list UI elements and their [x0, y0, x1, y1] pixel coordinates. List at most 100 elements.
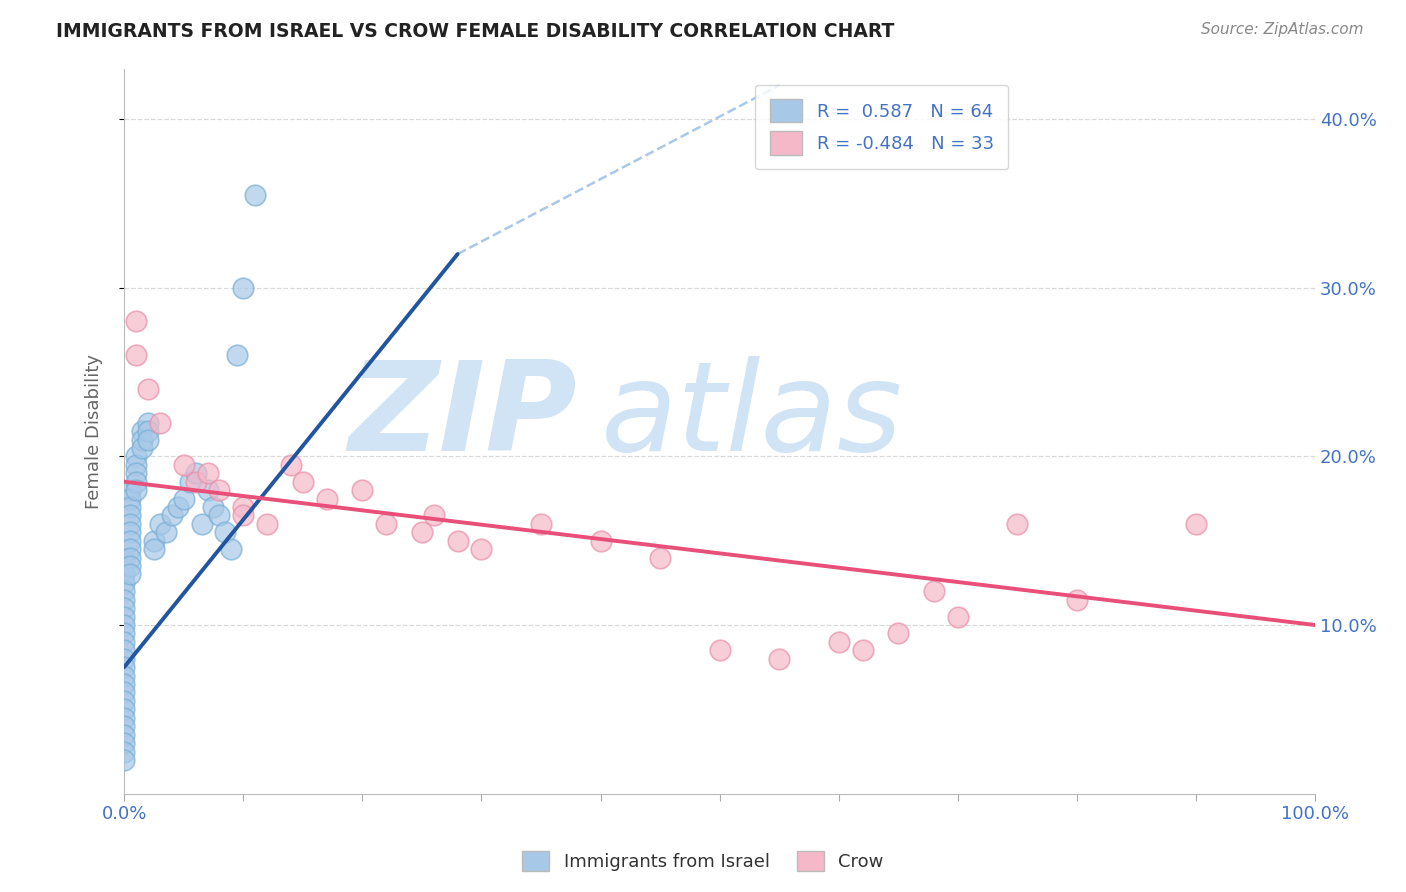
Point	[112, 711, 135, 725]
Point	[112, 753, 135, 767]
Point	[120, 559, 142, 574]
Point	[112, 677, 135, 691]
Point	[136, 416, 159, 430]
Point	[887, 626, 910, 640]
Point	[768, 652, 790, 666]
Point	[120, 542, 142, 557]
Point	[131, 441, 153, 455]
Point	[221, 542, 243, 557]
Text: ZIP: ZIP	[349, 356, 576, 477]
Point	[125, 483, 148, 497]
Point	[155, 525, 177, 540]
Text: Source: ZipAtlas.com: Source: ZipAtlas.com	[1201, 22, 1364, 37]
Point	[232, 281, 254, 295]
Point	[197, 483, 219, 497]
Point	[648, 550, 671, 565]
Point	[530, 516, 553, 531]
Point	[112, 592, 135, 607]
Point	[256, 516, 278, 531]
Point	[946, 609, 969, 624]
Point	[208, 483, 231, 497]
Point	[112, 575, 135, 590]
Point	[112, 728, 135, 742]
Point	[120, 491, 142, 506]
Point	[120, 525, 142, 540]
Point	[112, 702, 135, 716]
Point	[112, 660, 135, 674]
Point	[1185, 516, 1208, 531]
Point	[852, 643, 875, 657]
Point	[120, 567, 142, 582]
Point	[136, 382, 159, 396]
Point	[125, 348, 148, 362]
Point	[112, 745, 135, 759]
Point	[446, 533, 468, 548]
Point	[1066, 592, 1088, 607]
Point	[112, 626, 135, 640]
Point	[202, 500, 225, 514]
Legend: Immigrants from Israel, Crow: Immigrants from Israel, Crow	[515, 844, 891, 879]
Point	[184, 467, 207, 481]
Point	[112, 668, 135, 682]
Y-axis label: Female Disability: Female Disability	[86, 353, 103, 508]
Point	[112, 652, 135, 666]
Point	[232, 500, 254, 514]
Point	[112, 694, 135, 708]
Point	[190, 516, 212, 531]
Point	[280, 458, 302, 472]
Point	[120, 483, 142, 497]
Point	[125, 467, 148, 481]
Point	[160, 508, 183, 523]
Point	[131, 433, 153, 447]
Point	[142, 542, 165, 557]
Point	[112, 685, 135, 699]
Point	[112, 618, 135, 632]
Point	[291, 475, 314, 489]
Point	[112, 643, 135, 657]
Point	[352, 483, 374, 497]
Point	[214, 525, 236, 540]
Point	[828, 635, 851, 649]
Point	[120, 533, 142, 548]
Point	[120, 516, 142, 531]
Point	[120, 550, 142, 565]
Point	[208, 508, 231, 523]
Point	[112, 609, 135, 624]
Point	[179, 475, 201, 489]
Point	[136, 424, 159, 438]
Point	[112, 584, 135, 599]
Point	[125, 458, 148, 472]
Point	[131, 424, 153, 438]
Point	[112, 567, 135, 582]
Point	[142, 533, 165, 548]
Point	[315, 491, 337, 506]
Point	[120, 500, 142, 514]
Point	[411, 525, 433, 540]
Point	[184, 475, 207, 489]
Point	[470, 542, 492, 557]
Point	[1007, 516, 1029, 531]
Point	[173, 458, 195, 472]
Point	[136, 433, 159, 447]
Point	[149, 516, 172, 531]
Point	[112, 719, 135, 733]
Point	[173, 491, 195, 506]
Text: atlas: atlas	[600, 356, 903, 477]
Point	[125, 450, 148, 464]
Text: IMMIGRANTS FROM ISRAEL VS CROW FEMALE DISABILITY CORRELATION CHART: IMMIGRANTS FROM ISRAEL VS CROW FEMALE DI…	[56, 22, 894, 41]
Point	[589, 533, 612, 548]
Point	[112, 635, 135, 649]
Point	[112, 550, 135, 565]
Point	[232, 508, 254, 523]
Point	[423, 508, 446, 523]
Point	[226, 348, 249, 362]
Point	[112, 736, 135, 750]
Point	[375, 516, 398, 531]
Point	[112, 601, 135, 615]
Legend: R =  0.587   N = 64, R = -0.484   N = 33: R = 0.587 N = 64, R = -0.484 N = 33	[755, 85, 1008, 169]
Point	[197, 467, 219, 481]
Point	[166, 500, 188, 514]
Point	[120, 508, 142, 523]
Point	[149, 416, 172, 430]
Point	[125, 314, 148, 328]
